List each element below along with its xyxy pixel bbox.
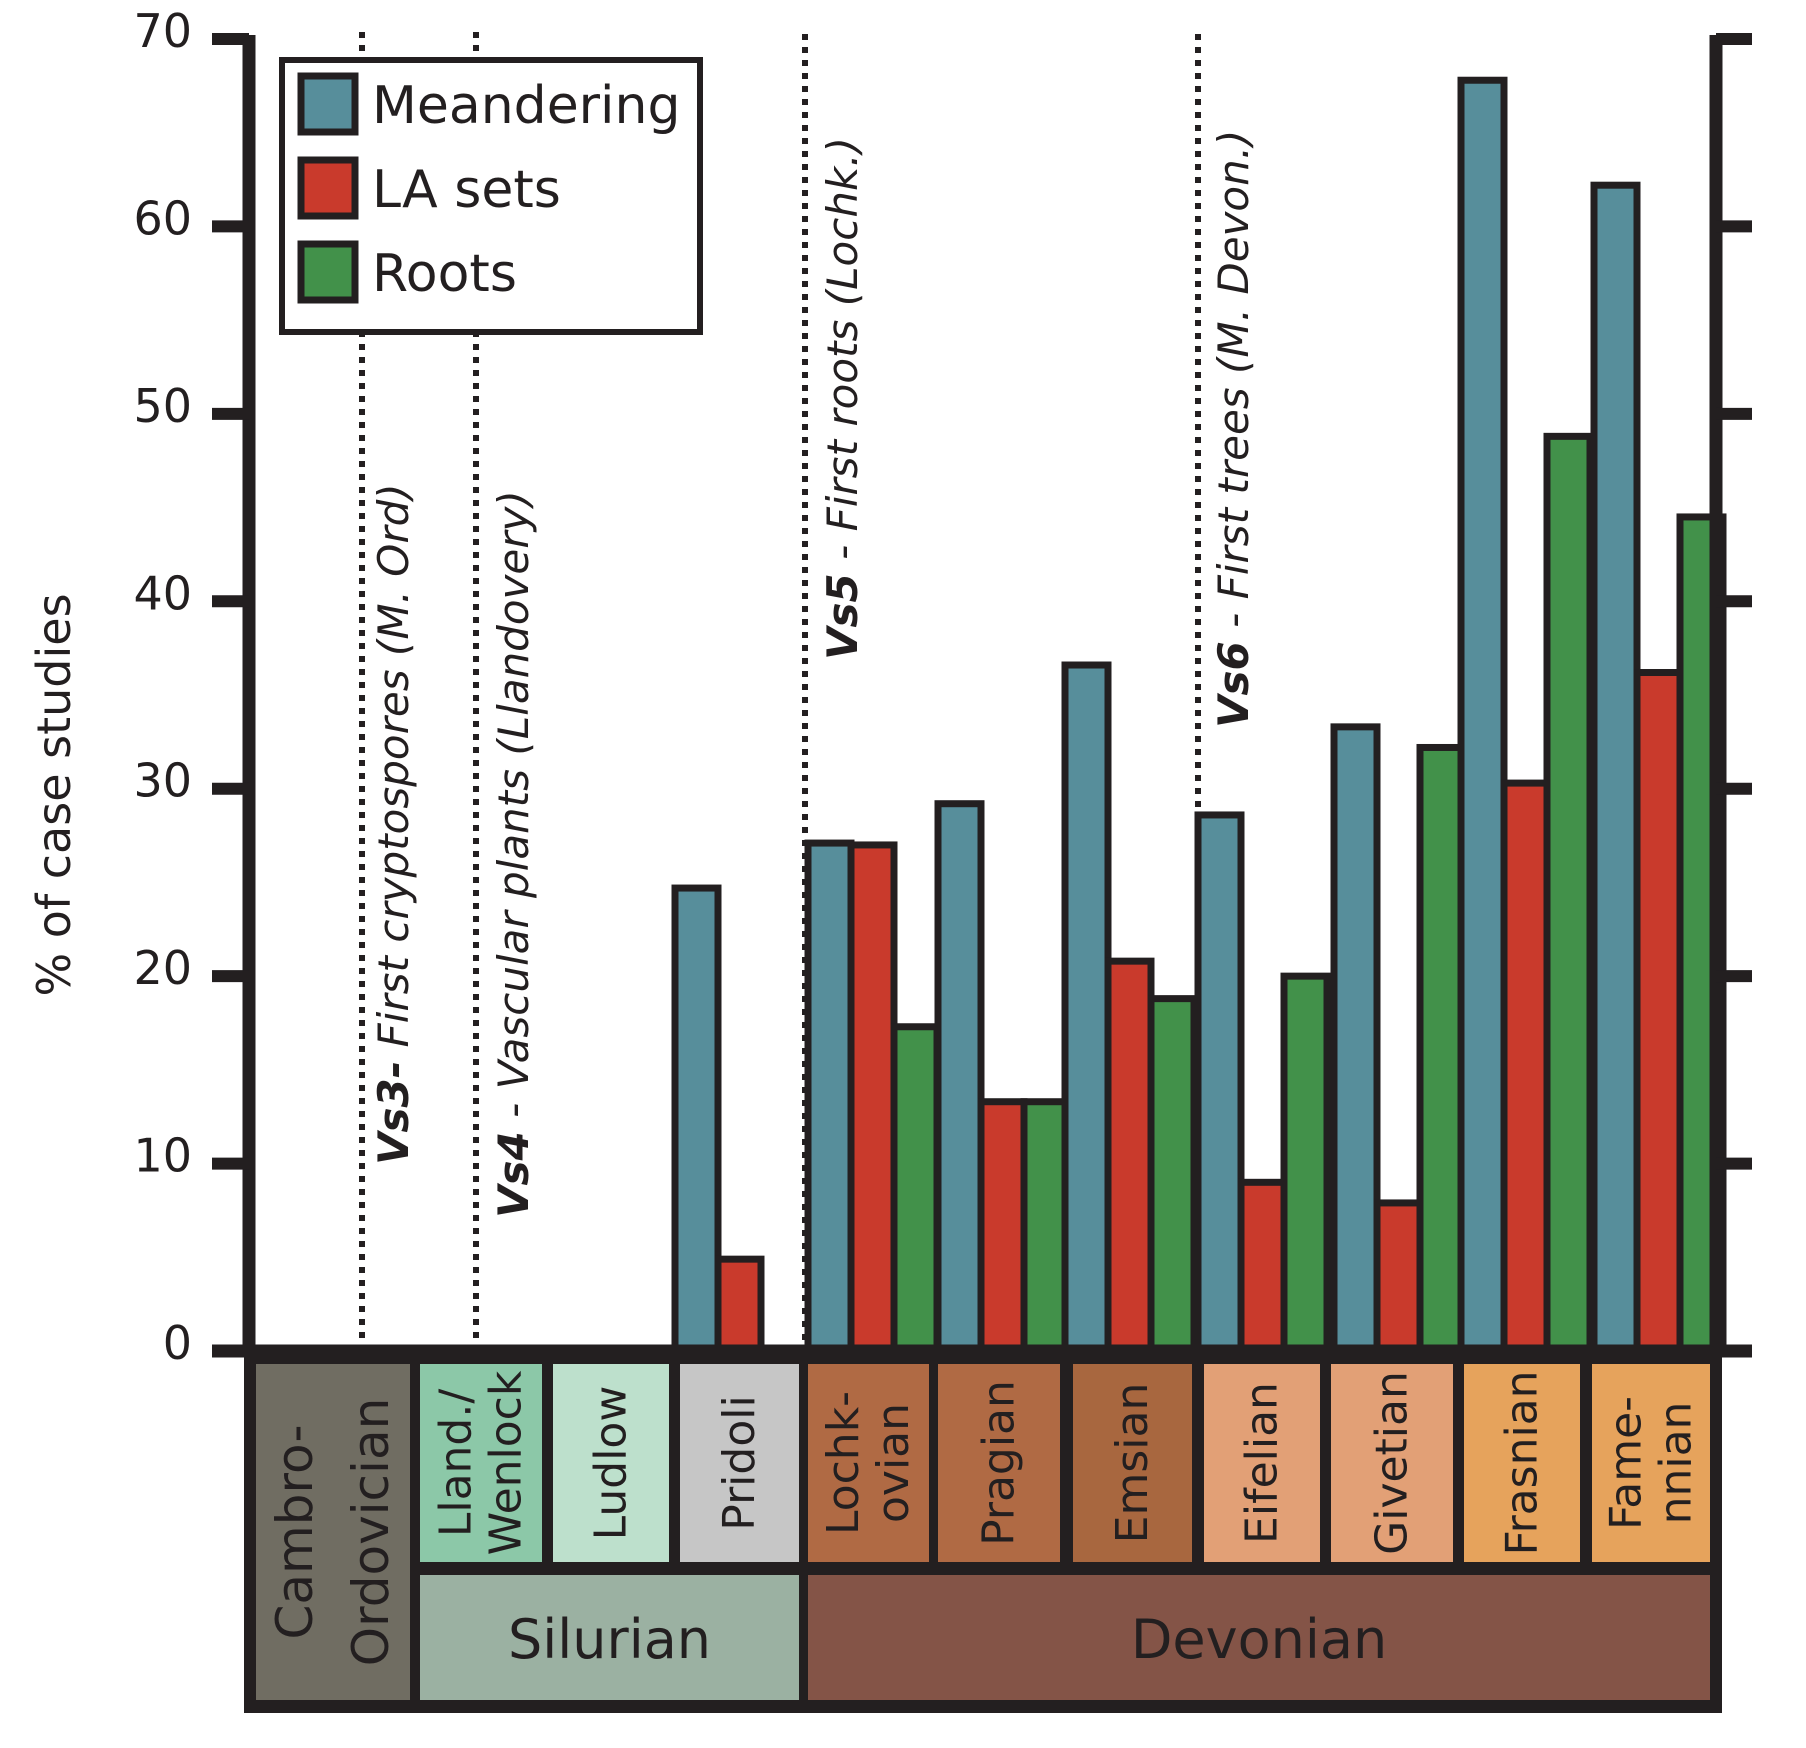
event-annotation: Vs6 - First trees (M. Devon.) [1209, 130, 1258, 728]
bar-meandering [804, 839, 855, 1355]
bar-meandering [1330, 723, 1381, 1355]
stage-label: Fame- [1601, 1396, 1652, 1530]
bar-meandering [1590, 181, 1641, 1355]
stage-label: Givetian [1367, 1371, 1418, 1555]
bar-meandering [1194, 811, 1245, 1355]
event-annotation: Vs5 - First roots (Lochk.) [818, 137, 867, 660]
bar-la-sets [1237, 1178, 1288, 1355]
event-annotation: Vs3- First cryptospores (M. Ord) [369, 483, 418, 1165]
bar-la-sets [977, 1098, 1028, 1355]
stage-label: Eifelian [1237, 1382, 1288, 1544]
event-code: Vs3- [369, 1061, 418, 1165]
axes: 0 10 20 30 40 50 60 70 [133, 4, 1752, 1370]
stage-label: Emsian [1107, 1383, 1158, 1544]
timescale-boxes: Cambro- Ordovician Lland./Wenlock Ludlow Pri… [244, 1351, 1722, 1713]
y-tick-label: 20 [133, 941, 192, 995]
event-description: - First roots (Lochk.) [818, 137, 867, 573]
event-description: First cryptospores (M. Ord) [369, 483, 418, 1060]
y-tick-label: 50 [133, 379, 192, 433]
stage-box [938, 1364, 1060, 1562]
y-tick-label: 30 [133, 754, 192, 808]
period-label: Devonian [1131, 1608, 1387, 1671]
period-box [420, 1575, 799, 1700]
stage-label: ovian [868, 1403, 919, 1523]
stage-box [1073, 1364, 1192, 1562]
stage-label: Lland./ [431, 1389, 482, 1538]
legend-label: Roots [372, 244, 517, 304]
y-axis-label: % of case studies [27, 593, 81, 996]
bar-roots [1416, 743, 1467, 1355]
stage-box [808, 1364, 929, 1562]
bar-roots [1020, 1098, 1071, 1355]
bar-la-sets [1373, 1199, 1424, 1355]
legend-label: Meandering [372, 76, 680, 136]
bar-la-sets [1500, 779, 1551, 1355]
stage-label: Frasnian [1497, 1370, 1548, 1555]
bar-meandering [1061, 661, 1112, 1355]
stage-label: Lochk- [818, 1391, 869, 1535]
period-label: Silurian [508, 1608, 711, 1671]
bar-roots [890, 1023, 941, 1355]
legend-swatch [297, 72, 359, 136]
legend-swatch [297, 156, 359, 220]
bar-roots [1147, 995, 1198, 1355]
stage-box [256, 1364, 410, 1700]
stage-label: nnian [1651, 1402, 1702, 1525]
stage-label: Ordovician [342, 1398, 400, 1667]
bar-la-sets [714, 1255, 765, 1355]
stage-box [553, 1364, 669, 1562]
y-tick-label: 70 [133, 4, 192, 58]
stage-box [680, 1364, 799, 1562]
bar-la-sets [847, 841, 898, 1355]
legend-label: LA sets [372, 160, 561, 220]
stage-box [1204, 1364, 1320, 1562]
y-tick-label: 10 [133, 1129, 192, 1183]
legend-swatch [297, 240, 359, 304]
bar-la-sets [1104, 957, 1155, 1355]
event-code: Vs6 [1209, 641, 1258, 728]
event-description: - First trees (M. Devon.) [1209, 130, 1258, 642]
stage-box [420, 1364, 542, 1562]
y-tick-label: 60 [133, 191, 192, 245]
bar-meandering [671, 884, 722, 1355]
bar-roots [1543, 432, 1594, 1355]
event-code: Vs5 [818, 573, 867, 660]
bar-meandering [1457, 76, 1508, 1355]
stage-label: Pridoli [714, 1395, 765, 1530]
period-box [808, 1575, 1710, 1700]
stage-box [1464, 1364, 1580, 1562]
event-code: Vs4 [489, 1131, 538, 1218]
bar-meandering [934, 800, 985, 1355]
legend: Meandering LA sets Roots [279, 57, 703, 335]
bar-la-sets [1633, 669, 1684, 1355]
event-description: - Vascular plants (Llandovery) [489, 490, 538, 1131]
stage-box [1592, 1364, 1710, 1562]
y-tick-label: 0 [163, 1316, 192, 1370]
stage-label: Cambro- [266, 1424, 324, 1639]
event-annotation: Vs4 - Vascular plants (Llandovery) [489, 490, 538, 1218]
stage-box [1331, 1364, 1453, 1562]
y-tick-label: 40 [133, 566, 192, 620]
stage-label: Wenlock [481, 1370, 532, 1555]
annotations: Vs3- First cryptospores (M. Ord) Vs4 - Va… [369, 130, 1258, 1218]
bar-roots [1280, 972, 1331, 1355]
stage-label: Ludlow [586, 1386, 637, 1541]
stage-label: Pragian [974, 1380, 1025, 1546]
